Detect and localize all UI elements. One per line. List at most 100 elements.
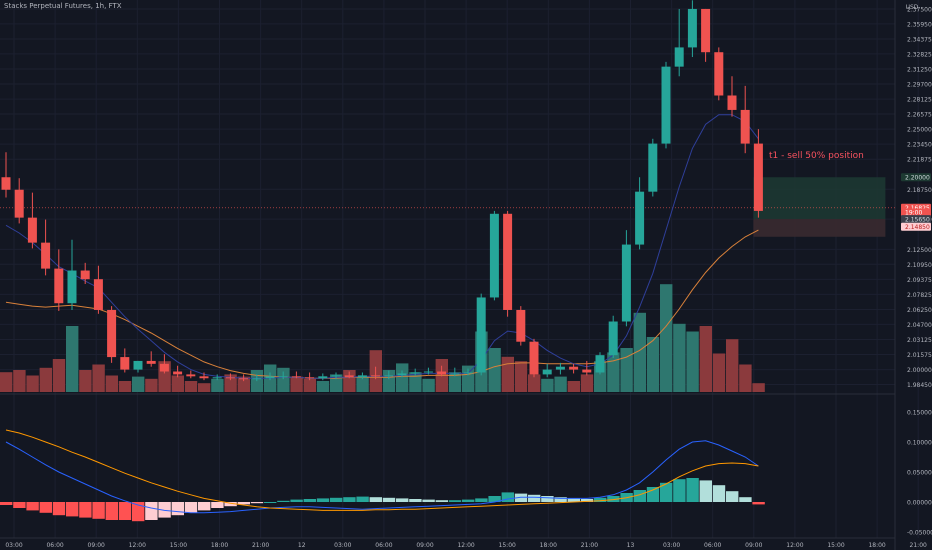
candle-body[interactable] <box>437 371 447 375</box>
position-tool[interactable] <box>0 177 895 237</box>
candle-body[interactable] <box>450 373 460 375</box>
candle-body[interactable] <box>41 242 51 269</box>
candle-body[interactable] <box>423 371 433 373</box>
macd-histogram-bar <box>356 496 369 502</box>
candle-body[interactable] <box>371 375 381 377</box>
volume-bar <box>13 370 26 392</box>
candle-body[interactable] <box>80 270 90 280</box>
candle-body[interactable] <box>595 355 605 373</box>
time-tick-label: 12:00 <box>129 542 146 549</box>
time-tick-label: 12:00 <box>786 542 803 549</box>
candle-body[interactable] <box>621 244 631 322</box>
candle-body[interactable] <box>542 369 552 375</box>
candle-body[interactable] <box>54 268 64 304</box>
candle-body[interactable] <box>648 143 658 192</box>
candle-body[interactable] <box>529 341 539 375</box>
macd-histogram-bar <box>712 485 726 502</box>
macd-histogram-bar <box>501 492 514 502</box>
candle-body[interactable] <box>331 375 341 377</box>
candle-body[interactable] <box>1 177 11 190</box>
candle-body[interactable] <box>661 66 671 144</box>
candle-body[interactable] <box>489 213 499 298</box>
volume-bar <box>237 376 250 392</box>
candle-body[interactable] <box>701 8 711 53</box>
time-tick-label: 09:00 <box>88 542 105 549</box>
candle-body[interactable] <box>463 372 473 374</box>
candle-body[interactable] <box>27 217 37 243</box>
time-axis[interactable]: 03:00 06:00 09:00 12:00 15:00 18:00 21:00 12 03:… <box>5 542 927 549</box>
candle-body[interactable] <box>159 363 169 372</box>
candle-body[interactable] <box>569 366 579 370</box>
macd-pane[interactable] <box>0 429 765 522</box>
time-tick-label: 13 <box>627 542 635 549</box>
candle-body[interactable] <box>212 377 222 379</box>
volume-bar <box>528 374 541 392</box>
volume-bar <box>184 381 198 392</box>
candle-body[interactable] <box>687 8 697 48</box>
volume-bar <box>0 372 13 392</box>
candle-body[interactable] <box>14 189 24 218</box>
candle-body[interactable] <box>516 309 526 342</box>
candle-body[interactable] <box>146 360 156 364</box>
candle-body[interactable] <box>740 109 750 144</box>
candle-body[interactable] <box>674 47 684 67</box>
candle-body[interactable] <box>344 375 354 378</box>
candle-body[interactable] <box>173 371 183 375</box>
candle-body[interactable] <box>727 95 737 110</box>
volume-bar <box>607 352 620 392</box>
candle-body[interactable] <box>318 376 328 379</box>
price-tick-label: 2.31250 <box>907 67 932 74</box>
candle-body[interactable] <box>225 377 235 379</box>
candle-body[interactable] <box>239 378 249 380</box>
candlesticks[interactable] <box>1 0 763 382</box>
position-stop-zone[interactable] <box>753 219 886 237</box>
macd-histogram-bar <box>316 498 330 502</box>
volume-bar <box>330 374 343 392</box>
volume-bar <box>660 284 673 392</box>
candle-body[interactable] <box>410 372 420 374</box>
price-tick-label: 2.26575 <box>907 112 932 119</box>
candle-body[interactable] <box>476 297 486 373</box>
candle-body[interactable] <box>107 309 117 358</box>
time-tick-label: 12:00 <box>457 542 474 549</box>
volume-bar <box>739 364 752 392</box>
macd-histogram-bar <box>422 499 435 502</box>
position-profit-zone[interactable] <box>753 177 886 220</box>
time-tick-label: 09:00 <box>416 542 433 549</box>
macd-histogram-bar <box>686 478 699 502</box>
price-tick-label: 2.01575 <box>907 352 932 359</box>
candle-body[interactable] <box>753 143 763 211</box>
candle-body[interactable] <box>608 321 618 356</box>
price-tick-label: 2.35950 <box>907 21 932 28</box>
candle-body[interactable] <box>199 376 209 379</box>
price-tag-target <box>901 173 931 182</box>
candle-body[interactable] <box>357 375 367 378</box>
candle-body[interactable] <box>305 377 315 379</box>
candle-body[interactable] <box>278 376 288 378</box>
macd-histogram-bar <box>580 499 594 502</box>
candle-body[interactable] <box>67 270 77 304</box>
macd-histogram-bar <box>105 502 118 520</box>
candle-body[interactable] <box>133 360 143 370</box>
candle-body[interactable] <box>555 366 565 370</box>
candle-body[interactable] <box>384 375 394 377</box>
volume-bar <box>752 383 765 392</box>
candle-body[interactable] <box>252 378 262 380</box>
candle-body[interactable] <box>714 52 724 96</box>
macd-tick-label: 0.10000 <box>907 440 932 447</box>
macd-histogram-bar <box>435 500 448 502</box>
candle-body[interactable] <box>291 376 301 378</box>
macd-histogram-bar <box>52 502 66 516</box>
volume-bar <box>66 326 79 392</box>
candle-body[interactable] <box>93 279 103 310</box>
candle-body[interactable] <box>582 369 592 373</box>
candle-body[interactable] <box>635 191 645 245</box>
candle-body[interactable] <box>265 376 275 379</box>
candle-body[interactable] <box>397 373 407 376</box>
price-tick-label: 2.32825 <box>907 51 932 58</box>
candle-body[interactable] <box>186 374 196 377</box>
candle-body[interactable] <box>503 213 513 310</box>
candle-body[interactable] <box>120 357 130 370</box>
